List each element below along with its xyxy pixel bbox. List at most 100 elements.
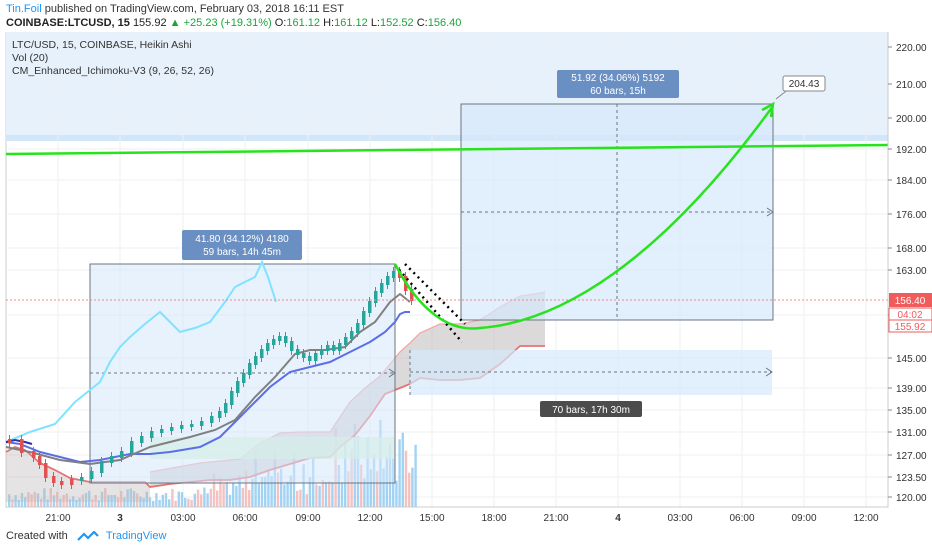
candle-body [130,441,134,453]
volume-bar [244,471,248,507]
volume-bar [116,497,120,507]
candle-body [302,353,306,358]
price-tick-label: 123.50 [896,473,927,484]
candle-body [224,403,228,413]
time-tick-label: 12:00 [357,513,382,524]
volume-bar [184,497,187,507]
past-cloud [6,447,150,502]
volume-bar [360,464,363,507]
tradingview-brand-link[interactable]: TradingView [105,530,167,542]
candle-body [362,311,366,325]
candle-body [266,343,270,351]
volume-bar [88,490,91,507]
footer: Created with TradingView [6,530,166,542]
candle-body [90,471,94,479]
time-axis[interactable] [6,507,888,527]
volume-bar [414,444,417,507]
volume-bar [136,493,139,507]
price-axis[interactable] [888,32,932,507]
chikou-span [5,259,277,443]
volume-bar [203,487,206,507]
candle-body [218,411,222,418]
volume-bar [110,495,113,507]
volume-bar [248,490,251,507]
volume-bar [369,469,372,507]
candle-body [326,345,330,351]
price-tick-label: 184.00 [896,176,927,187]
volume-bar [129,488,132,507]
measure-left-line2: 59 bars, 14h 45m [203,247,281,258]
price-tick-label: 127.00 [896,451,927,462]
volume-bar [27,492,30,507]
volume-bar [161,494,164,507]
ichimoku-cloud [150,292,545,487]
volume-bar [280,468,283,507]
volume-bar [404,450,408,507]
volume-bar [328,481,331,507]
resistance-band-edge [6,135,888,141]
volume-bar [40,498,43,507]
volume-bar [347,471,350,507]
candle-body [296,349,300,355]
candle-body [32,451,36,458]
volume-bar [100,491,104,507]
time-tick-label: 03:00 [170,513,195,524]
candle-body [80,477,84,481]
price-tick-label: 168.00 [896,244,927,255]
volume-bar [270,476,273,507]
legend-ichimoku[interactable]: CM_Enhanced_Ichimoku-V3 (9, 26, 52, 26) [12,65,214,77]
time-tick-label: 06:00 [729,513,754,524]
price-tick-label: 139.00 [896,384,927,395]
candle-body [314,353,318,361]
candle-body [170,427,174,431]
volume-bar [219,478,222,507]
candle-body [230,391,234,405]
candle-body [190,424,194,427]
candle-body [120,451,124,458]
measure-target-line2: 60 bars, 15h [590,86,646,97]
volume-bar [152,500,155,507]
legend-vol[interactable]: Vol (20) [12,52,48,64]
time-axis-ticks: 21:00 3 03:00 06:00 09:00 12:00 15:00 18:00 21:0… [45,513,878,524]
volume-bar [97,500,100,507]
candle-body [248,363,252,375]
volume-bar [193,493,196,507]
time-tick-label: 4 [615,513,621,524]
volume-bar [139,496,142,507]
price-chart[interactable]: 204.43 41.80 (34.12%) 4180 59 bars, 14h … [0,32,932,527]
volume-bar [158,499,161,507]
volume-bar [340,483,344,507]
projection-arrowhead [761,101,775,118]
volume-bar [81,494,84,507]
volume-bar [33,491,36,507]
candles [8,267,414,489]
open-value: 161.12 [286,17,321,29]
candle-body [368,301,372,313]
price-tick-label: 192.00 [896,145,927,156]
author-link[interactable]: Tin.Foil [6,3,42,15]
candle-body [392,271,396,278]
time-tick-label: 03:00 [667,513,692,524]
target-callout[interactable] [782,75,826,92]
candle-body [344,337,348,345]
volume-bar [180,492,184,507]
legend-main[interactable]: LTC/USD, 15, COINBASE, Heikin Ashi [12,39,192,51]
candle-body [308,356,312,361]
candle-body [332,345,336,351]
volume-bar [84,492,88,507]
time-tick-label: 21:00 [543,513,568,524]
candle-body [140,436,144,443]
low-label: L: [370,17,380,29]
candle-body [386,276,390,285]
volume-bar [120,491,123,507]
time-tick-label: 06:00 [232,513,257,524]
measure-left-line1: 41.80 (34.12%) 4180 [195,234,289,245]
volume-bar [123,497,126,507]
volume-bar [142,498,145,507]
candle-body [272,339,276,345]
time-tick-label: 09:00 [791,513,816,524]
candle-body [380,283,384,293]
candle-body [160,429,164,433]
volume-bar [17,499,20,507]
candle-body [290,341,294,351]
